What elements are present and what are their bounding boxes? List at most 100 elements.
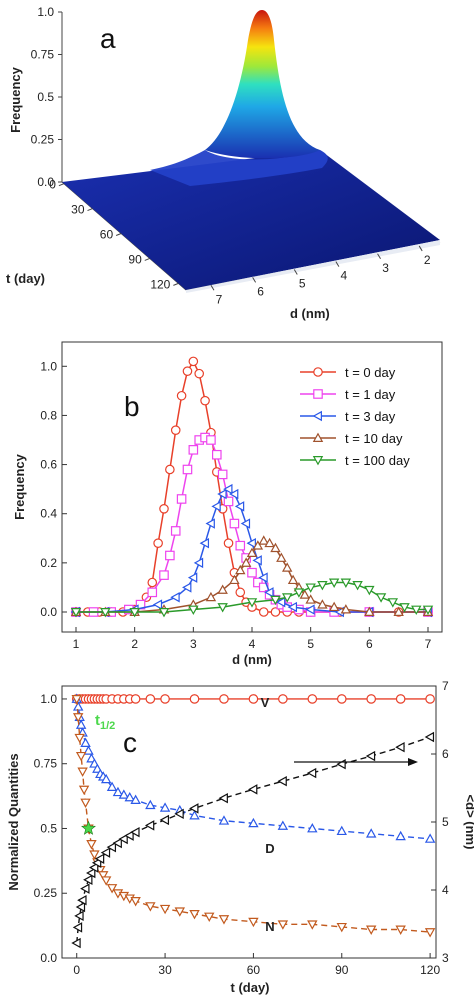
legend-swatch-marker	[312, 410, 322, 422]
series-point	[189, 910, 200, 920]
series-point	[189, 810, 200, 820]
series-point	[174, 808, 184, 820]
panel-b-y-tick-label: 0.6	[40, 458, 57, 472]
series-point	[365, 925, 377, 935]
series-point	[218, 792, 228, 804]
panel-c-y2-tick-label: 7	[442, 679, 449, 693]
series-point	[118, 833, 128, 845]
series-point	[395, 925, 406, 935]
panel-c-x-tick-label: 90	[335, 963, 349, 977]
series-point	[160, 694, 170, 704]
series-point	[270, 595, 281, 606]
series-point	[336, 758, 346, 770]
series-name-label: V	[261, 695, 270, 710]
series-point	[424, 833, 436, 843]
series-point	[147, 587, 158, 598]
panel-a-d-tick	[252, 277, 257, 283]
series-point	[305, 594, 316, 604]
series-point	[80, 737, 91, 747]
series-point	[80, 798, 91, 809]
series-name-label: N	[265, 919, 274, 934]
series-point	[77, 767, 88, 777]
legend-swatch-marker	[313, 367, 323, 377]
panel-c-x-tick-label: 60	[247, 963, 261, 977]
series-point	[188, 605, 199, 615]
series-point	[205, 591, 217, 602]
legend-label: t = 1 day	[345, 387, 396, 402]
series-point	[235, 587, 246, 598]
right-axis-arrow-head	[408, 758, 418, 766]
series-point	[130, 794, 141, 804]
series-point	[204, 912, 215, 922]
panel-a-z-tick-label: 0.5	[37, 90, 54, 104]
series-point	[277, 820, 289, 830]
series-point	[159, 570, 169, 580]
series-point	[211, 501, 221, 512]
series-point	[83, 874, 93, 886]
panel-c-y-tick-label: 0.25	[34, 886, 58, 900]
series-point	[194, 368, 204, 379]
panel-c-x-tick-label: 120	[420, 963, 440, 977]
surface-peak	[205, 10, 320, 159]
series-point	[235, 540, 246, 551]
panel-b-y-tick-label: 0.2	[40, 556, 57, 570]
series-point	[170, 592, 180, 603]
series-point	[158, 608, 170, 618]
series-point	[258, 607, 269, 617]
panel-c-y2-label: <d> (nm)	[463, 795, 474, 850]
series-point	[106, 841, 117, 853]
series-point	[223, 538, 234, 548]
panel-c-y2-tick-label: 4	[442, 883, 449, 897]
panel-c-x-label: t (day)	[231, 980, 270, 995]
series-point	[229, 518, 240, 529]
series-point	[86, 867, 96, 879]
panel-c-y2-tick-label: 3	[442, 951, 449, 965]
panel-a-t-tick-label: 0	[49, 178, 56, 192]
series-point	[252, 540, 264, 550]
series-point	[264, 537, 275, 548]
panel-b-x-tick-label: 2	[131, 637, 138, 651]
series-point	[75, 901, 86, 913]
series-point	[118, 789, 130, 799]
panel-a-d-tick-label: 7	[216, 292, 223, 306]
series-point	[395, 694, 406, 704]
panel-a-d-tick-label: 4	[341, 269, 348, 283]
series-point	[240, 557, 252, 567]
panel-a-t-tick-label: 120	[150, 277, 170, 291]
panel-b-y-tick-label: 0.4	[40, 507, 57, 521]
series-point	[422, 605, 434, 615]
panel-c-plot-frame	[61, 685, 437, 959]
series-point	[206, 435, 216, 445]
series-point	[328, 578, 340, 588]
series-point	[365, 750, 376, 762]
legend-swatch-marker	[313, 389, 323, 399]
series-point	[275, 596, 286, 608]
panel-a-d-tick-label: 2	[424, 253, 431, 267]
series-point	[281, 562, 293, 572]
series-point	[399, 603, 410, 613]
panel-a-t-label: t (day)	[6, 271, 45, 286]
series-point	[248, 917, 259, 928]
panel-a-t-tick-label: 90	[128, 252, 142, 266]
panel-a-t-tick	[144, 257, 150, 261]
series-point	[246, 537, 256, 549]
series-point	[182, 366, 193, 376]
panel-a-d-tick-label: 6	[257, 284, 264, 298]
series-point	[182, 582, 192, 593]
panel-a-z-tick-label: 0.75	[31, 48, 55, 62]
panel-c-y-tick-label: 0.5	[40, 821, 57, 835]
panel-b-x-tick-label: 1	[73, 637, 80, 651]
panel-c-letter: c	[123, 727, 137, 758]
surface-front-edge	[186, 240, 440, 293]
series-point	[365, 828, 377, 838]
panel-a-letter: a	[100, 23, 116, 54]
series-point	[72, 922, 83, 933]
panel-a-d-tick	[293, 269, 298, 275]
series-point	[199, 537, 210, 549]
series-point	[336, 922, 347, 933]
series-point	[217, 469, 228, 480]
series-point	[235, 564, 246, 575]
series-point	[106, 781, 118, 791]
series-point	[387, 598, 399, 608]
series-point	[218, 915, 230, 925]
